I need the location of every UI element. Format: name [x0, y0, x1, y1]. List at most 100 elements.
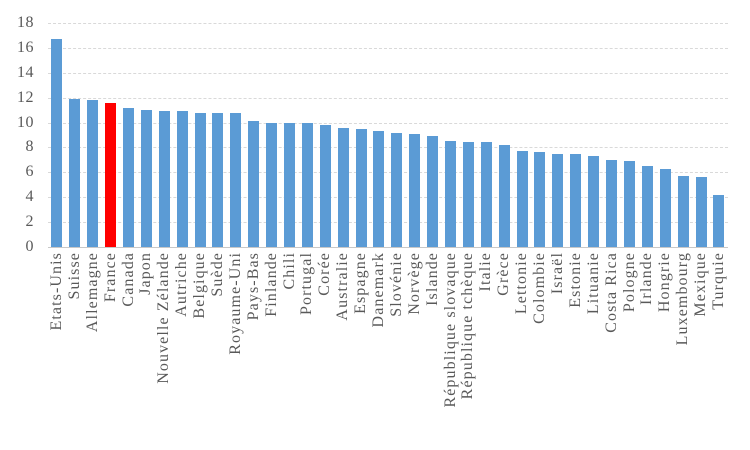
x-label-slot: Pays-Bas: [245, 252, 263, 448]
x-label-lituanie: Lituanie: [584, 252, 602, 315]
gridline: [48, 222, 728, 224]
x-label-chili: Chili: [280, 252, 298, 290]
bar-slot: [245, 23, 263, 247]
x-label-hongrie: Hongrie: [656, 252, 674, 313]
bar-australie: [337, 127, 349, 247]
bar-slot: [495, 23, 513, 247]
x-label-slot: Danemark: [370, 252, 388, 448]
y-tick-label: 16: [17, 38, 34, 56]
bar-slot: [352, 23, 370, 247]
plot-area: [48, 23, 728, 248]
bar-colombie: [534, 152, 546, 247]
bar-turquie: [713, 194, 725, 247]
x-label-italie: Italie: [477, 252, 495, 292]
bar-portugal: [301, 122, 313, 247]
bar-suede: [212, 112, 224, 247]
x-label-slot: Italie: [477, 252, 495, 448]
bar-etats-unis: [51, 39, 63, 247]
y-tick-label: 12: [17, 88, 34, 106]
x-label-japon: Japon: [137, 252, 155, 295]
bar-slovenie: [391, 132, 403, 247]
bar-hongrie: [659, 168, 671, 247]
x-label-irlande: Irlande: [638, 252, 656, 306]
x-label-belgique: Belgique: [191, 252, 209, 319]
bar-slot: [549, 23, 567, 247]
x-label-slovenie: Slovénie: [387, 252, 405, 317]
gridline: [48, 72, 728, 74]
bar-slot: [316, 23, 334, 247]
bar-irlande: [641, 166, 653, 247]
bar-slot: [621, 23, 639, 247]
y-tick-label: 10: [17, 113, 34, 131]
x-label-australie: Australie: [334, 252, 352, 321]
x-label-slot: Lituanie: [585, 252, 603, 448]
bars: [48, 23, 728, 247]
bar-estonie: [570, 153, 582, 247]
x-label-royaume-uni: Royaume-Uni: [226, 252, 244, 355]
x-label-grece: Grèce: [495, 252, 513, 296]
x-label-norvege: Norvège: [405, 252, 423, 315]
x-label-slot: Norvège: [406, 252, 424, 448]
x-label-slot: Suède: [209, 252, 227, 448]
x-label-turquie: Turquie: [709, 252, 727, 310]
bar-danemark: [373, 131, 385, 247]
bar-mexique: [695, 177, 707, 247]
bar-republique-tcheque: [462, 142, 474, 247]
x-label-colombie: Colombie: [531, 252, 549, 324]
bar-royaume-uni: [230, 112, 242, 247]
bar-slot: [191, 23, 209, 247]
x-label-slot: Lettonie: [513, 252, 531, 448]
x-label-pays-bas: Pays-Bas: [244, 252, 262, 321]
bar-allemagne: [87, 100, 99, 247]
bar-slot: [477, 23, 495, 247]
bar-slot: [209, 23, 227, 247]
x-label-etats-unis: Etats-Unis: [48, 252, 65, 331]
bar-canada: [123, 107, 134, 247]
x-label-slot: Espagne: [352, 252, 370, 448]
x-label-slot: Estonie: [567, 252, 585, 448]
x-label-slot: Suisse: [66, 252, 84, 448]
bar-slot: [370, 23, 388, 247]
gridline: [48, 147, 728, 149]
x-label-slot: Mexique: [692, 252, 710, 448]
bar-slot: [281, 23, 299, 247]
x-label-slot: Finlande: [263, 252, 281, 448]
x-label-slot: Hongrie: [656, 252, 674, 448]
bar-slot: [442, 23, 460, 247]
x-label-suede: Suède: [209, 252, 227, 297]
gridline: [48, 122, 728, 124]
y-tick-label: 8: [25, 138, 34, 156]
x-label-slot: Etats-Unis: [48, 252, 66, 448]
x-label-slot: Portugal: [298, 252, 316, 448]
x-label-nouvelle-zelande: Nouvelle Zélande: [155, 252, 173, 384]
x-label-france: France: [101, 252, 119, 303]
x-label-slot: Canada: [120, 252, 138, 448]
x-label-portugal: Portugal: [298, 252, 316, 316]
y-tick-label: 0: [25, 238, 34, 255]
x-label-canada: Canada: [119, 252, 137, 307]
x-label-slot: Irlande: [638, 252, 656, 448]
x-label-slot: Turquie: [710, 252, 728, 448]
x-label-slot: République tchèque: [459, 252, 477, 448]
y-tick-label: 4: [25, 188, 34, 206]
x-label-slot: Australie: [334, 252, 352, 448]
x-label-lettonie: Lettonie: [513, 252, 531, 315]
x-label-slot: Pologne: [621, 252, 639, 448]
gridline: [48, 172, 728, 174]
bar-slot: [638, 23, 656, 247]
bar-slot: [263, 23, 281, 247]
bar-israel: [552, 153, 564, 247]
x-label-mexique: Mexique: [692, 252, 710, 317]
x-label-slot: Allemagne: [84, 252, 102, 448]
y-tick-label: 14: [17, 63, 34, 81]
bar-pologne: [623, 161, 635, 247]
bar-slot: [567, 23, 585, 247]
x-label-estonie: Estonie: [566, 252, 584, 308]
bar-slot: [656, 23, 674, 247]
bar-suisse: [69, 98, 81, 247]
bar-chili: [284, 122, 296, 247]
bar-espagne: [355, 128, 367, 247]
x-label-slot: Chili: [281, 252, 299, 448]
bar-slot: [674, 23, 692, 247]
